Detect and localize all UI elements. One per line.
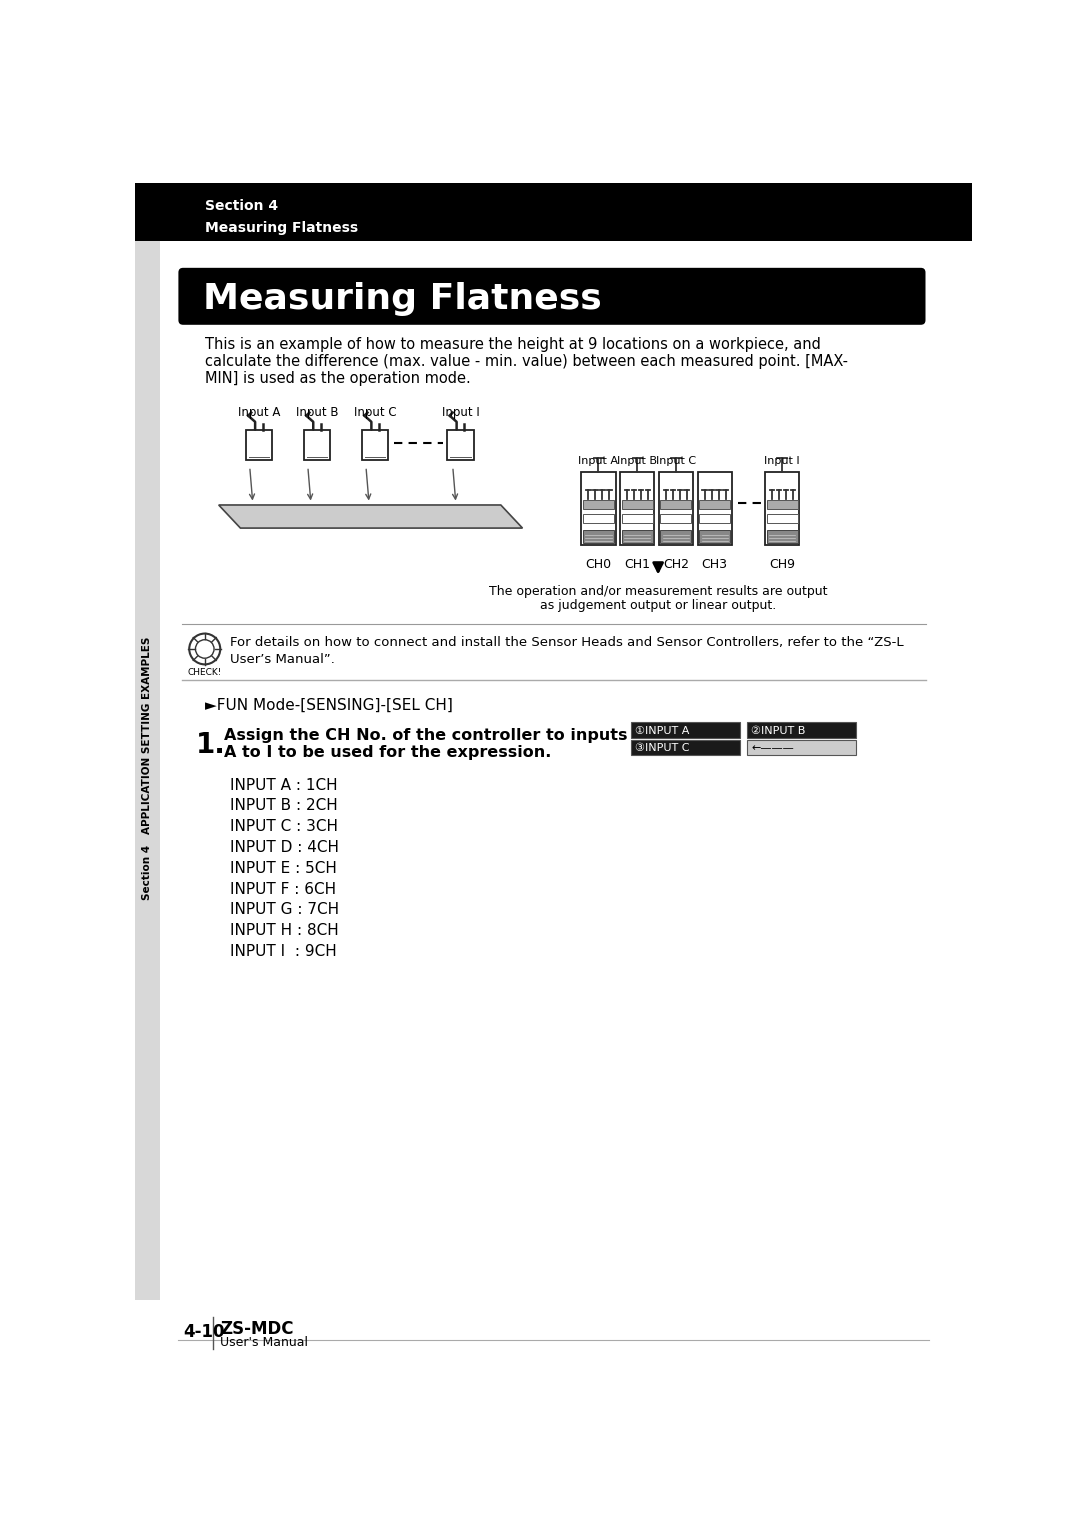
Text: INPUT C : 3CH: INPUT C : 3CH — [230, 819, 338, 835]
Text: Input A: Input A — [238, 406, 280, 420]
Text: 1.: 1. — [195, 731, 226, 760]
Text: ①INPUT A: ①INPUT A — [635, 725, 689, 736]
Text: Input B: Input B — [296, 406, 338, 420]
Circle shape — [195, 639, 214, 658]
Bar — [620, 472, 654, 545]
Text: CH1: CH1 — [624, 559, 650, 571]
Text: For details on how to connect and install the Sensor Heads and Sensor Controller: For details on how to connect and instal… — [230, 636, 903, 649]
Bar — [583, 530, 613, 543]
Text: Input I: Input I — [442, 406, 480, 420]
Text: INPUT E : 5CH: INPUT E : 5CH — [230, 861, 337, 876]
Bar — [699, 530, 730, 543]
Text: INPUT B : 2CH: INPUT B : 2CH — [230, 798, 337, 813]
Text: Assign the CH No. of the controller to inputs: Assign the CH No. of the controller to i… — [225, 728, 627, 743]
Bar — [661, 530, 691, 543]
Text: as judgement output or linear output.: as judgement output or linear output. — [540, 598, 777, 612]
Text: CH9: CH9 — [769, 559, 795, 571]
Bar — [622, 499, 652, 508]
FancyBboxPatch shape — [178, 269, 926, 325]
Text: 4-10: 4-10 — [183, 1323, 225, 1341]
Text: CH0: CH0 — [585, 559, 611, 571]
Text: ►FUN Mode-[SENSING]-[SEL CH]: ►FUN Mode-[SENSING]-[SEL CH] — [205, 697, 453, 713]
Bar — [765, 472, 799, 545]
Text: This is an example of how to measure the height at 9 locations on a workpiece, a: This is an example of how to measure the… — [205, 337, 821, 353]
Bar — [767, 530, 798, 543]
Bar — [699, 499, 730, 508]
Text: CH2: CH2 — [663, 559, 689, 571]
Text: ←———: ←——— — [751, 743, 794, 754]
Text: MIN] is used as the operation mode.: MIN] is used as the operation mode. — [205, 371, 471, 386]
Bar — [362, 429, 389, 461]
Bar — [622, 530, 652, 543]
Bar — [661, 514, 691, 523]
Circle shape — [189, 633, 220, 664]
Text: A to I to be used for the expression.: A to I to be used for the expression. — [225, 745, 552, 760]
Bar — [747, 722, 855, 737]
Bar — [661, 499, 691, 508]
Text: CH3: CH3 — [702, 559, 728, 571]
Bar — [767, 499, 798, 508]
Text: Section 4: Section 4 — [205, 200, 278, 214]
Bar — [583, 499, 613, 508]
Polygon shape — [218, 505, 523, 528]
Bar — [583, 514, 613, 523]
Text: User’s Manual”.: User’s Manual”. — [230, 653, 335, 665]
Text: INPUT G : 7CH: INPUT G : 7CH — [230, 902, 339, 917]
Text: INPUT H : 8CH: INPUT H : 8CH — [230, 923, 338, 938]
Text: Input C: Input C — [656, 456, 696, 467]
Bar — [631, 740, 740, 755]
Text: ZS-MDC: ZS-MDC — [220, 1320, 294, 1338]
Bar — [747, 740, 855, 755]
Bar — [698, 472, 732, 545]
Text: ②INPUT B: ②INPUT B — [751, 725, 806, 736]
Bar — [581, 472, 616, 545]
Bar — [699, 514, 730, 523]
Bar — [622, 514, 652, 523]
Bar — [767, 514, 798, 523]
Bar — [246, 429, 272, 461]
Text: CHECK!: CHECK! — [188, 668, 221, 678]
Text: INPUT A : 1CH: INPUT A : 1CH — [230, 778, 337, 792]
Text: Measuring Flatness: Measuring Flatness — [205, 221, 357, 235]
Text: INPUT F : 6CH: INPUT F : 6CH — [230, 882, 336, 896]
Text: calculate the difference (max. value - min. value) between each measured point. : calculate the difference (max. value - m… — [205, 354, 848, 369]
Bar — [135, 183, 972, 241]
Bar — [447, 429, 474, 461]
Bar — [135, 241, 160, 1300]
Text: The operation and/or measurement results are output: The operation and/or measurement results… — [489, 584, 827, 598]
Text: ③INPUT C: ③INPUT C — [635, 743, 689, 754]
Text: Input C: Input C — [354, 406, 396, 420]
Text: Input B: Input B — [617, 456, 658, 467]
Bar — [659, 472, 693, 545]
Text: Section 4   APPLICATION SETTING EXAMPLES: Section 4 APPLICATION SETTING EXAMPLES — [143, 636, 152, 900]
Text: Measuring Flatness: Measuring Flatness — [203, 282, 602, 316]
Text: Input I: Input I — [765, 456, 800, 467]
Text: INPUT D : 4CH: INPUT D : 4CH — [230, 839, 338, 855]
Text: User's Manual: User's Manual — [220, 1335, 308, 1349]
Text: INPUT I  : 9CH: INPUT I : 9CH — [230, 945, 336, 958]
Bar — [631, 722, 740, 737]
Text: Input A: Input A — [579, 456, 619, 467]
Bar — [303, 429, 330, 461]
